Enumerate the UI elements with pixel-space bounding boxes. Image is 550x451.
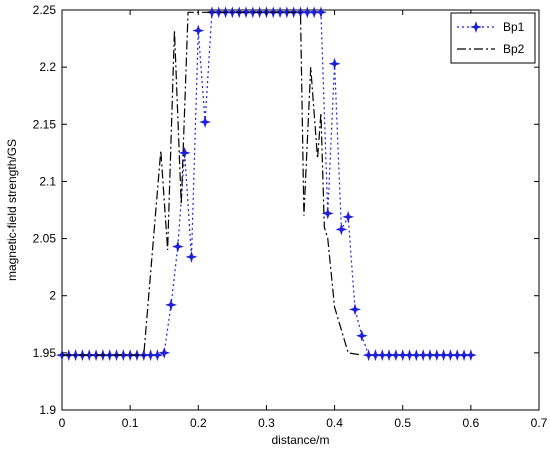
data-point — [151, 349, 164, 362]
data-point — [83, 349, 96, 362]
y-tick-label: 1.9 — [39, 403, 56, 417]
data-point — [158, 346, 171, 359]
data-point — [212, 6, 225, 19]
data-point — [369, 349, 382, 362]
y-tick-label: 1.95 — [33, 346, 57, 360]
legend: Bp1 Bp2 — [450, 12, 536, 64]
data-point — [376, 349, 389, 362]
data-point — [464, 349, 477, 362]
data-point — [355, 329, 368, 342]
legend-label-bp2: Bp2 — [503, 42, 525, 56]
data-point — [342, 210, 355, 223]
x-tick-label: 0.3 — [258, 416, 275, 430]
data-point — [314, 6, 327, 19]
y-tick-label: 2.05 — [33, 232, 57, 246]
data-point — [240, 6, 252, 19]
x-tick-label: 0.2 — [190, 416, 207, 430]
series-line-bp2 — [62, 11, 362, 356]
legend-box — [450, 12, 536, 64]
data-point — [389, 349, 402, 362]
y-tick-label: 2.1 — [39, 174, 56, 188]
y-tick-label: 2 — [49, 289, 56, 303]
legend-marker-bp1 — [470, 21, 482, 33]
y-tick-label: 2.25 — [33, 3, 57, 17]
x-tick-label: 0 — [59, 416, 66, 430]
data-point — [117, 349, 130, 362]
data-point — [301, 6, 314, 19]
data-point — [328, 57, 341, 70]
axes-layer: 0 0.1 0.2 0.3 0.4 0.5 0.6 0.7 1.9 1.95 2 2.05 2.1 2.1… — [33, 3, 548, 430]
data-point — [417, 349, 430, 362]
data-point — [437, 349, 450, 362]
data-point — [274, 6, 287, 19]
x-tick-label: 0.6 — [463, 416, 480, 430]
y-tick-label: 2.2 — [39, 60, 56, 74]
data-point — [205, 6, 218, 19]
y-axis-label: magnetic-field strength/GS — [5, 139, 19, 281]
data-point — [192, 24, 205, 37]
data-point — [308, 6, 321, 19]
data-point — [321, 207, 334, 220]
data-point — [362, 349, 375, 362]
data-point — [458, 349, 471, 362]
y-tick-label: 2.15 — [33, 117, 57, 131]
data-point — [349, 303, 361, 316]
data-point — [178, 146, 191, 159]
data-point — [165, 298, 177, 311]
data-point — [396, 349, 409, 362]
data-point — [451, 349, 464, 362]
x-tick-label: 0.5 — [394, 416, 411, 430]
data-point — [383, 349, 396, 362]
data-point — [171, 240, 184, 253]
plot-area — [61, 9, 540, 411]
data-point — [335, 223, 348, 236]
data-point — [444, 349, 457, 362]
x-tick-label: 0.4 — [326, 416, 343, 430]
data-point — [424, 349, 436, 362]
data-point — [410, 349, 423, 362]
data-point — [430, 349, 443, 362]
data-point — [403, 349, 416, 362]
data-point — [199, 116, 212, 128]
x-axis-label: distance/m — [271, 433, 329, 447]
data-point — [246, 6, 259, 19]
data-point — [144, 349, 157, 362]
data-point — [185, 250, 198, 263]
plot-frame — [61, 9, 540, 411]
series-bp2 — [62, 11, 362, 356]
x-tick-label: 0.1 — [122, 416, 139, 430]
x-tick-label: 0.7 — [531, 416, 548, 430]
legend-label-bp1: Bp1 — [503, 20, 525, 34]
